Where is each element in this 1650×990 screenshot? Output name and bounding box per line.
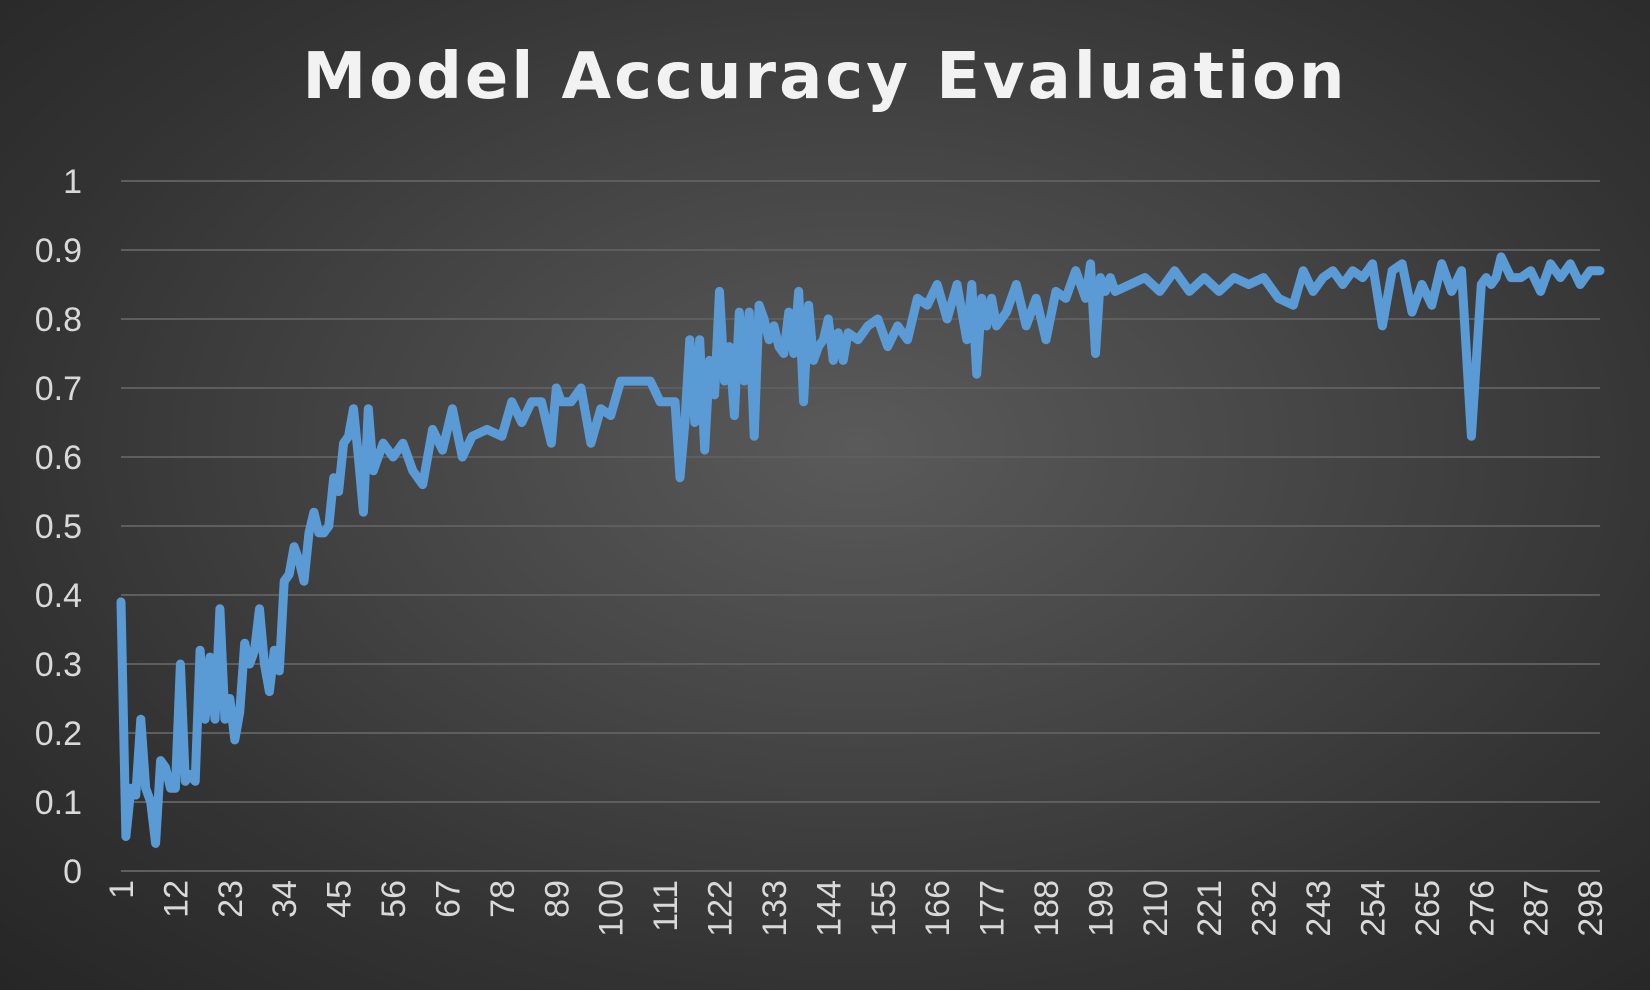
x-tick-label: 67 <box>429 880 467 918</box>
y-tick-label: 0.3 <box>35 646 82 684</box>
chart-title: Model Accuracy Evaluation <box>302 40 1348 114</box>
x-axis-tick-labels: 1 12 23 34 45 56 67 78 89 100 111 122 133 144 155 166 17… <box>103 880 1610 937</box>
x-tick-label: 188 <box>1028 880 1066 937</box>
x-tick-label: 133 <box>756 880 794 937</box>
x-tick-label: 232 <box>1246 880 1284 937</box>
x-tick-label: 122 <box>702 880 740 937</box>
x-tick-label: 34 <box>266 880 304 918</box>
x-tick-label: 56 <box>375 880 413 918</box>
series-layer <box>116 252 1605 848</box>
y-tick-label: 0.6 <box>35 439 82 477</box>
x-tick-label: 155 <box>865 880 903 937</box>
x-tick-label: 166 <box>919 880 957 937</box>
x-tick-label: 12 <box>157 880 195 918</box>
x-tick-label: 221 <box>1191 880 1229 937</box>
x-tick-label: 1 <box>103 880 141 899</box>
y-tick-label: 0.4 <box>35 577 82 615</box>
x-tick-label: 111 <box>647 880 685 932</box>
y-tick-label: 0.9 <box>35 232 82 270</box>
y-tick-label: 0.1 <box>35 784 82 822</box>
x-tick-label: 199 <box>1082 880 1120 937</box>
gridlines <box>121 180 1600 872</box>
x-tick-label: 265 <box>1409 880 1447 937</box>
x-tick-label: 298 <box>1572 880 1610 937</box>
y-tick-label: 0.8 <box>35 301 82 339</box>
x-tick-label: 177 <box>974 880 1012 937</box>
x-tick-label: 23 <box>212 880 250 918</box>
x-tick-label: 243 <box>1300 880 1338 937</box>
y-tick-label: 0 <box>63 853 82 891</box>
y-tick-label: 1 <box>63 163 82 201</box>
x-tick-label: 254 <box>1354 880 1392 937</box>
x-tick-label: 144 <box>810 880 848 937</box>
x-tick-label: 78 <box>484 880 522 918</box>
y-tick-label: 0.5 <box>35 508 82 546</box>
x-tick-label: 210 <box>1137 880 1175 937</box>
x-tick-label: 287 <box>1518 880 1556 937</box>
x-tick-label: 100 <box>593 880 631 937</box>
y-axis-tick-labels: 0 0.1 0.2 0.3 0.4 0.5 0.6 0.7 0.8 0.9 1 <box>35 163 82 891</box>
x-tick-label: 45 <box>321 880 359 918</box>
x-tick-label: 89 <box>538 880 576 918</box>
series-line <box>116 252 1605 848</box>
y-tick-label: 0.2 <box>35 715 82 753</box>
y-tick-label: 0.7 <box>35 370 82 408</box>
x-tick-label: 276 <box>1463 880 1501 937</box>
